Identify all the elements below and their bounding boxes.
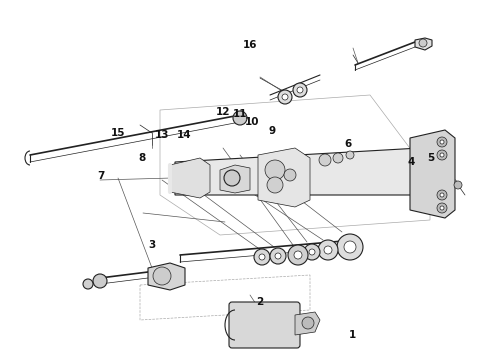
Text: 2: 2 [256,297,263,307]
Text: 16: 16 [243,40,257,50]
Circle shape [419,39,427,47]
Text: 15: 15 [110,128,125,138]
Text: 7: 7 [97,171,104,181]
Circle shape [294,251,302,259]
Circle shape [309,249,315,255]
Polygon shape [175,148,430,195]
Text: 14: 14 [176,130,191,140]
Text: 11: 11 [233,109,247,120]
Circle shape [267,177,283,193]
Text: 5: 5 [428,153,435,163]
Circle shape [304,244,320,260]
Circle shape [265,160,285,180]
Circle shape [344,241,356,253]
Circle shape [440,140,444,144]
Circle shape [440,206,444,210]
Circle shape [83,279,93,289]
Circle shape [337,234,363,260]
Circle shape [440,153,444,157]
Circle shape [278,90,292,104]
Circle shape [437,150,447,160]
Circle shape [437,137,447,147]
Circle shape [302,317,314,329]
Circle shape [440,193,444,197]
Circle shape [224,170,240,186]
Text: 12: 12 [216,107,230,117]
Text: 4: 4 [408,157,416,167]
Circle shape [297,87,303,93]
Circle shape [259,254,265,260]
Circle shape [153,267,171,285]
Circle shape [324,246,332,254]
Text: 10: 10 [245,117,260,127]
FancyBboxPatch shape [229,302,300,348]
Polygon shape [220,165,250,193]
Circle shape [254,249,270,265]
Polygon shape [415,38,432,50]
Text: 6: 6 [344,139,351,149]
Text: 1: 1 [349,330,356,340]
Polygon shape [410,130,455,218]
Text: 9: 9 [269,126,275,136]
Polygon shape [148,263,185,290]
Circle shape [275,253,281,259]
Circle shape [319,154,331,166]
Circle shape [233,111,247,125]
Polygon shape [170,158,210,198]
Circle shape [282,94,288,100]
Text: 3: 3 [148,240,155,250]
Polygon shape [295,312,320,335]
Circle shape [270,248,286,264]
Circle shape [346,151,354,159]
Text: 13: 13 [154,130,169,140]
Circle shape [293,83,307,97]
Circle shape [93,274,107,288]
Circle shape [454,181,462,189]
Circle shape [333,153,343,163]
Circle shape [437,203,447,213]
Polygon shape [258,148,310,207]
Text: 8: 8 [139,153,146,163]
Circle shape [288,245,308,265]
Circle shape [284,169,296,181]
Circle shape [318,240,338,260]
Circle shape [437,190,447,200]
